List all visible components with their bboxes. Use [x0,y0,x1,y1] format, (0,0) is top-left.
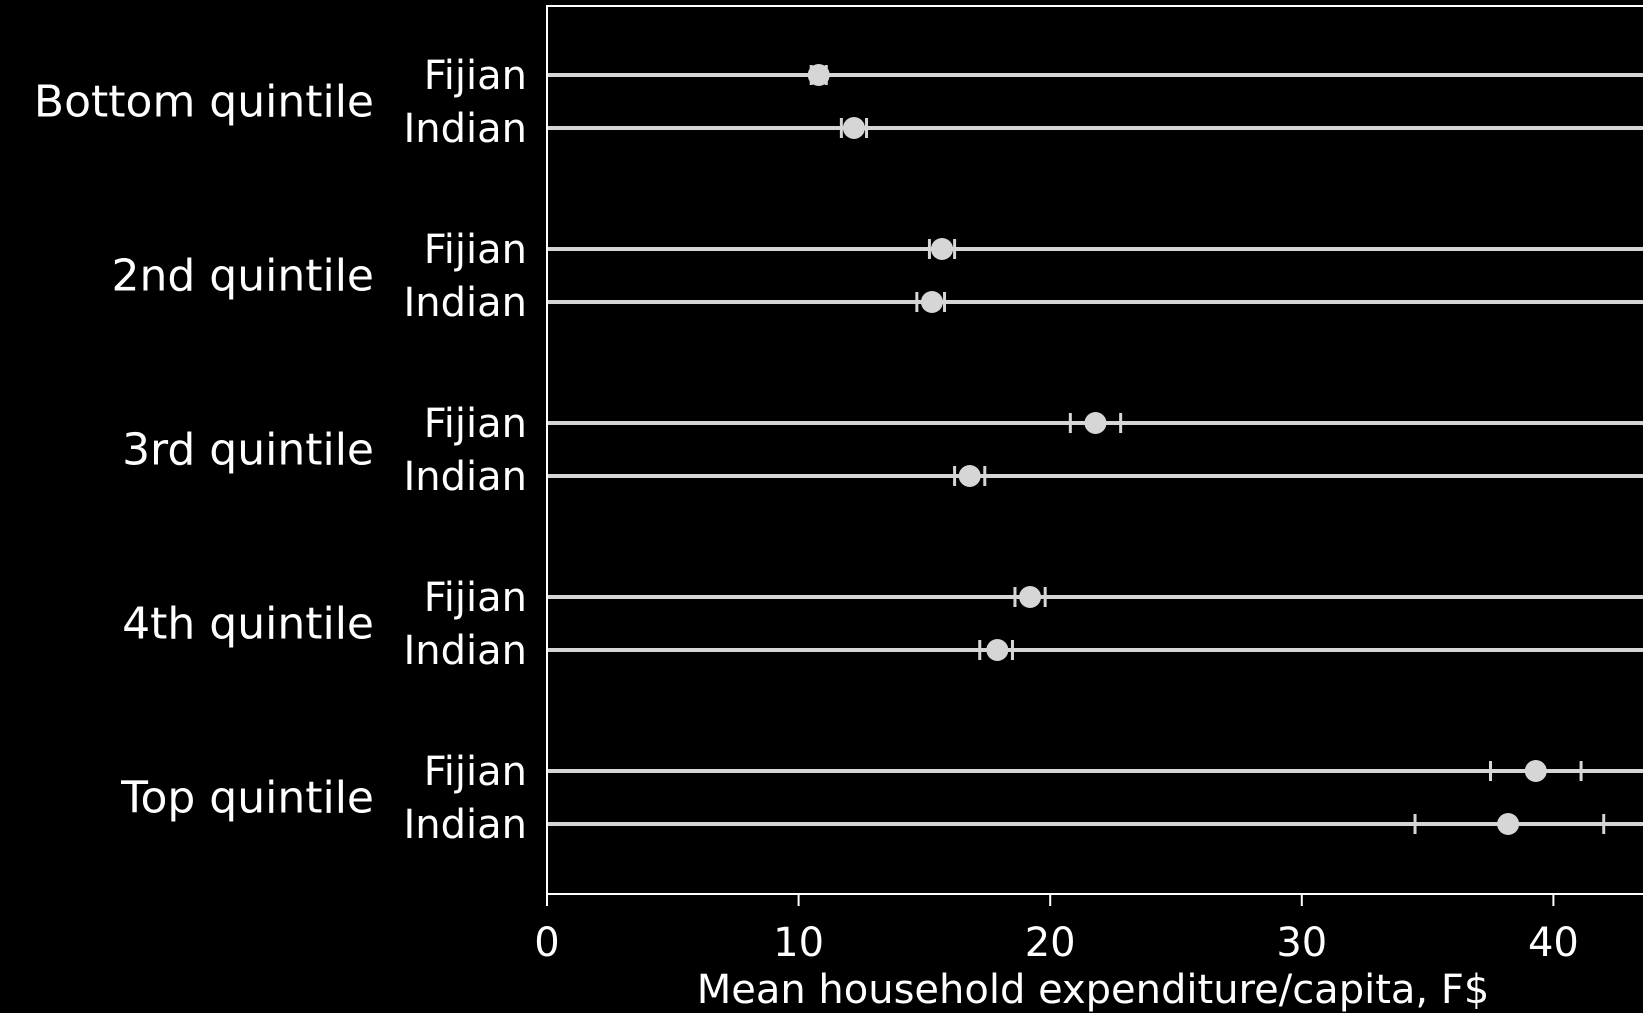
row-labels: Fijian Indian Fijian Indian Fijian Indian Fiji… [403,53,527,848]
row-label-2nd-quintile-fijian: Fijian [424,227,527,273]
row-label-bottom-quintile-fijian: Fijian [424,53,527,99]
mean-point-top-quintile-indian [1497,813,1520,835]
x-axis-title: Mean household expenditure/capita, F$ [697,967,1490,1013]
x-tick-label-40: 40 [1528,920,1579,966]
mean-point-bottom-quintile-fijian [807,64,830,86]
plot-frame [546,5,1643,895]
x-tick-label-20: 20 [1025,920,1076,966]
row-label-top-quintile-indian: Indian [403,802,527,848]
mean-point-bottom-quintile-indian [842,117,865,139]
mean-point-2nd-quintile-fijian [931,238,954,260]
group-label-bottom-quintile: Bottom quintile [34,77,374,128]
plot-marks [547,64,1643,835]
group-label-top-quintile: Top quintile [120,773,374,824]
x-tick-label-30: 30 [1276,920,1327,966]
mean-point-4th-quintile-indian [986,639,1009,661]
mean-point-top-quintile-fijian [1524,760,1547,782]
x-tick-label-10: 10 [773,920,824,966]
group-label-2nd-quintile: 2nd quintile [112,251,375,302]
group-label-4th-quintile: 4th quintile [122,599,374,650]
row-label-2nd-quintile-indian: Indian [403,280,527,326]
mean-point-2nd-quintile-indian [920,291,943,313]
row-label-bottom-quintile-indian: Indian [403,106,527,152]
row-label-top-quintile-fijian: Fijian [424,749,527,795]
mean-point-3rd-quintile-fijian [1084,412,1107,434]
row-label-3rd-quintile-fijian: Fijian [424,401,527,447]
x-tick-label-0: 0 [534,920,559,966]
x-axis: 0 10 20 30 40 [534,894,1579,966]
group-label-3rd-quintile: 3rd quintile [122,425,374,476]
mean-point-4th-quintile-fijian [1019,586,1042,608]
mean-point-3rd-quintile-indian [958,465,981,487]
group-labels: Bottom quintile 2nd quintile 3rd quintile 4… [34,77,374,824]
row-label-4th-quintile-fijian: Fijian [424,575,527,621]
row-label-3rd-quintile-indian: Indian [403,454,527,500]
row-label-4th-quintile-indian: Indian [403,628,527,674]
